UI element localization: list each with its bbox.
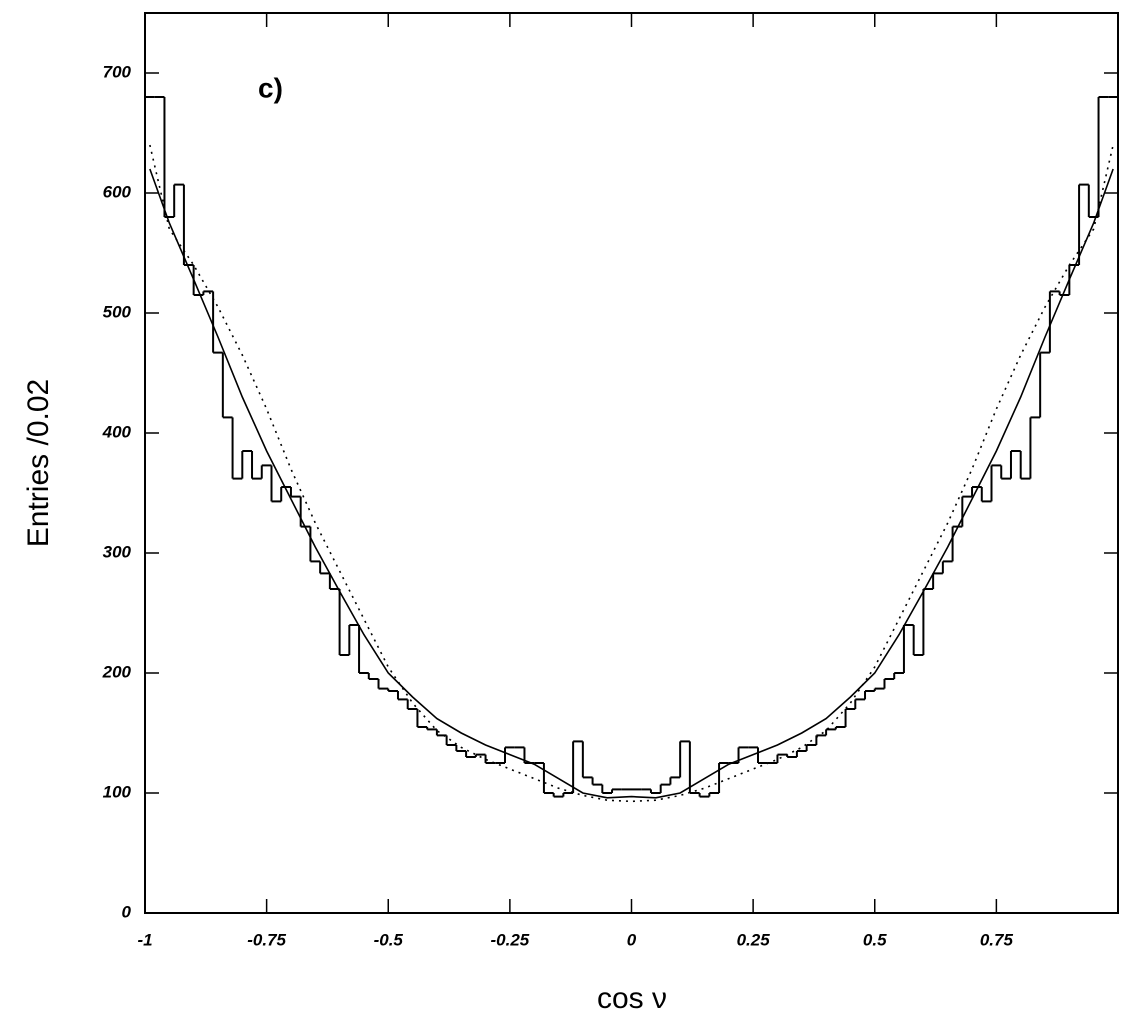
y-tick-label: 200 [102, 662, 132, 681]
plot-frame [144, 12, 1119, 914]
fit-curve [149, 144, 1114, 803]
x-tick-label: -0.5 [374, 930, 404, 949]
y-tick-label: 600 [103, 182, 132, 201]
x-tick-label: 0.75 [980, 930, 1014, 949]
y-tick-label: 0 [122, 902, 132, 921]
y-axis-label: Entries /0.02 [22, 379, 55, 547]
x-tick-label: -0.75 [247, 930, 286, 949]
y-tick-label: 500 [103, 302, 132, 321]
y-tick-label: 400 [102, 422, 132, 441]
y-tick-label: 100 [103, 782, 132, 801]
y-tick-label: 700 [103, 62, 132, 81]
x-tick-label: 0.25 [737, 930, 771, 949]
x-axis-label: cos ν [597, 982, 667, 1015]
x-tick-label: 0 [627, 930, 637, 949]
annotation: c) [258, 72, 283, 103]
fit-curve [149, 168, 1114, 799]
x-tick-label: -1 [137, 930, 152, 949]
y-tick-label: 300 [103, 542, 132, 561]
x-tick-label: 0.5 [863, 930, 887, 949]
x-tick-label: -0.25 [491, 930, 530, 949]
